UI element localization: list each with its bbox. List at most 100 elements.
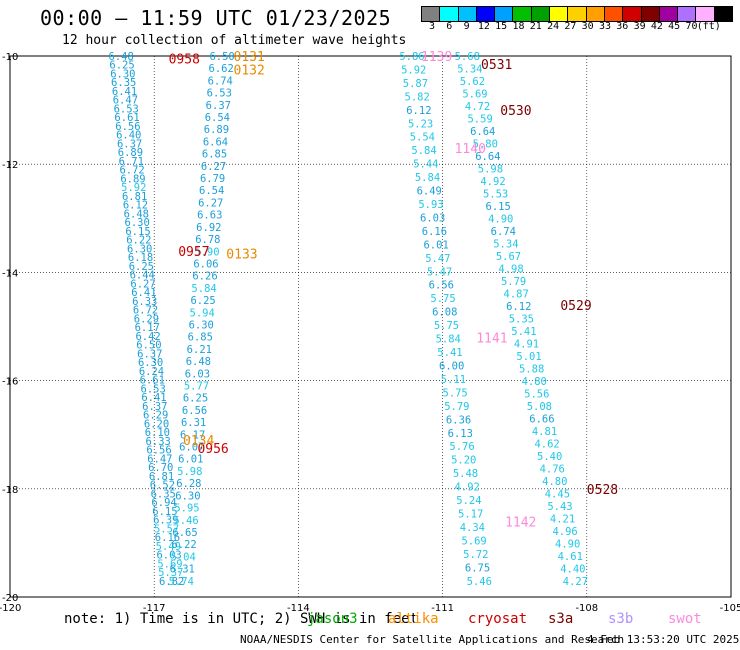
- wave-height-value: 6.30: [189, 319, 214, 331]
- wave-height-value: 6.47: [147, 453, 172, 465]
- wave-height-value: 5.87: [403, 78, 428, 90]
- wave-height-value: 6.26: [192, 271, 217, 283]
- wave-height-value: 6.03: [185, 368, 210, 380]
- wave-height-value: 6.40: [116, 130, 141, 142]
- chart-title: 00:00 – 11:59 UTC 01/23/2025: [40, 6, 392, 30]
- x-tick-label: -114: [287, 603, 310, 614]
- x-tick-label: -120: [0, 603, 21, 614]
- wave-height-value: 6.41: [112, 86, 137, 98]
- wave-height-value: 6.71: [119, 156, 144, 168]
- wave-height-value: 6.44: [130, 270, 155, 282]
- wave-height-value: 6.53: [141, 383, 166, 395]
- wave-height-value: 5.54: [410, 132, 435, 144]
- wave-height-value: 6.00: [439, 360, 464, 372]
- wave-height-value: 6.13: [448, 428, 473, 440]
- wave-height-value: 5.08: [527, 401, 552, 413]
- wave-height-value: 6.94: [151, 497, 176, 509]
- wave-height-value: 5.44: [413, 159, 438, 171]
- wave-height-value: 6.27: [198, 197, 223, 209]
- wave-height-value: 4.90: [555, 538, 580, 550]
- wave-height-value: 6.35: [111, 77, 136, 89]
- wave-height-value: 6.64: [475, 151, 500, 163]
- wave-height-value: 4.80: [522, 376, 547, 388]
- wave-height-value: 5.48: [453, 468, 478, 480]
- wave-height-value: 5.46: [467, 576, 492, 588]
- wave-height-value: 6.53: [114, 103, 139, 115]
- wave-height-value: 6.53: [207, 88, 232, 100]
- wave-height-value: 4.62: [534, 438, 559, 450]
- wave-height-value: 4.96: [552, 526, 577, 538]
- wave-height-value: 6.28: [176, 478, 201, 490]
- wave-height-value: 6.25: [109, 60, 134, 72]
- scale-label: 42: [650, 21, 663, 32]
- wave-height-value: 6.50: [136, 340, 161, 352]
- wave-height-value: 5.84: [411, 145, 436, 157]
- wave-height-value: 6.63: [197, 210, 222, 222]
- pass-time-label: 0134: [183, 434, 214, 449]
- wave-height-value: 4.87: [504, 288, 529, 300]
- wave-height-value: 4.40: [560, 563, 585, 575]
- wave-height-value: 6.50: [209, 51, 234, 63]
- wave-height-value: 5.41: [437, 347, 462, 359]
- wave-height-value: 5.74: [169, 576, 194, 588]
- wave-height-value: 6.35: [151, 488, 176, 500]
- wave-height-value: 5.49: [156, 541, 181, 553]
- wave-height-value: 6.89: [120, 173, 145, 185]
- wave-height-value: 6.15: [486, 201, 511, 213]
- wave-height-value: 5.92: [401, 64, 426, 76]
- wave-height-value: 6.30: [110, 68, 135, 80]
- wave-height-value: 6.78: [195, 234, 220, 246]
- wave-height-value: 6.61: [114, 112, 139, 124]
- x-tick-label: -117: [143, 603, 166, 614]
- wave-height-value: 5.59: [467, 113, 492, 125]
- y-tick-label: -16: [2, 377, 18, 388]
- scale-label: 36: [616, 21, 629, 32]
- wave-height-value: 6.21: [187, 344, 212, 356]
- wave-height-value: 6.61: [140, 375, 165, 387]
- scale-label: 21: [529, 21, 542, 32]
- pass-time-label: 0531: [481, 58, 512, 73]
- x-tick-label: -108: [575, 603, 598, 614]
- wave-height-value: 4.76: [540, 463, 565, 475]
- scale-label: 24: [547, 21, 560, 32]
- x-tick-label: -111: [431, 603, 454, 614]
- wave-height-value: 6.85: [202, 149, 227, 161]
- wave-height-value: 5.11: [441, 374, 466, 386]
- scale-label: 18: [512, 21, 525, 32]
- wave-height-value: 6.72: [133, 305, 158, 317]
- wave-height-value: 6.25: [190, 295, 215, 307]
- legend-altika: altika: [388, 611, 439, 627]
- wave-height-value: 5.43: [547, 501, 572, 513]
- wave-height-value: 6.12: [406, 105, 431, 117]
- legend-jason3: jason3: [307, 611, 358, 627]
- wave-height-value: 4.34: [460, 522, 485, 534]
- wave-height-value: 6.30: [138, 357, 163, 369]
- wave-height-value: 6.56: [146, 445, 171, 457]
- wave-height-value: 6.20: [144, 418, 169, 430]
- pass-time-label: 0956: [197, 442, 228, 457]
- legend-s3b: s3b: [608, 611, 634, 627]
- wave-height-value: 6.89: [204, 124, 229, 136]
- wave-height-value: 6.47: [113, 95, 138, 107]
- wave-height-value: 5.88: [519, 363, 544, 375]
- y-tick-label: -14: [2, 268, 18, 279]
- scale-label: 39: [633, 21, 646, 32]
- scale-label: 12: [477, 21, 490, 32]
- wave-height-value: 5.84: [436, 334, 461, 346]
- wave-height-value: 4.81: [532, 426, 557, 438]
- wave-height-value: 4.91: [514, 338, 539, 350]
- scale-label: 15: [495, 21, 508, 32]
- y-tick-label: -12: [2, 160, 18, 171]
- wave-height-value: 6.56: [182, 405, 207, 417]
- wave-height-value: 5.17: [458, 508, 483, 520]
- wave-height-value: 6.17: [180, 429, 205, 441]
- wave-height-value: 5.98: [478, 163, 503, 175]
- pass-time-label: 0131: [234, 50, 265, 65]
- wave-height-value: 5.82: [405, 91, 430, 103]
- wave-height-value: 6.16: [422, 226, 447, 238]
- wave-height-value: 5.77: [184, 381, 209, 393]
- wave-height-value: 4.61: [558, 551, 583, 563]
- wave-height-value: 4.72: [465, 101, 490, 113]
- wave-height-value: 5.79: [501, 276, 526, 288]
- x-tick-label: -105: [720, 603, 740, 614]
